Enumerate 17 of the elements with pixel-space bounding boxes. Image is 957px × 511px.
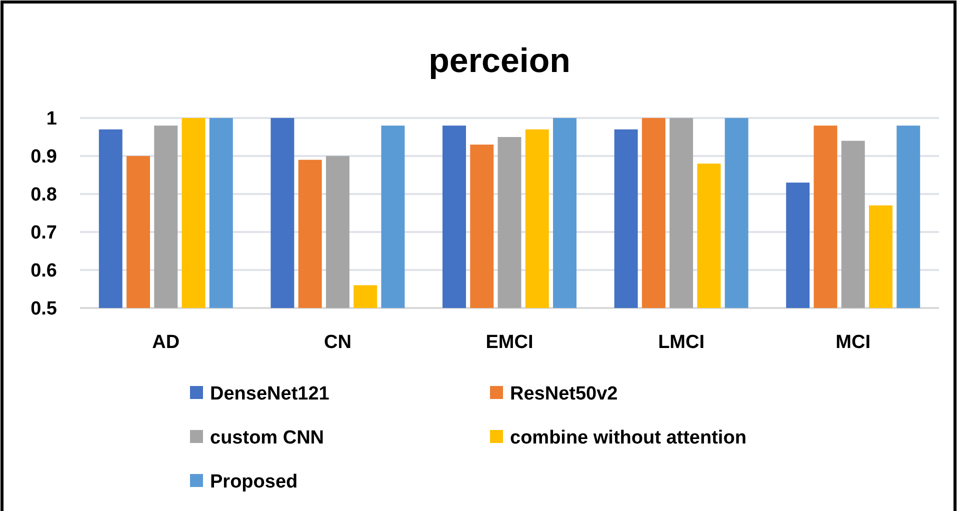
x-tick-label: EMCI [486,332,534,353]
y-tick-label: 0.7 [30,222,57,244]
legend-label: combine without attention [510,428,746,449]
y-tick-label: 0.9 [30,146,57,168]
y-tick-label: 1 [46,108,58,130]
legend-label: custom CNN [210,428,324,449]
legend-label: DenseNet121 [210,384,330,405]
legend-label: ResNet50v2 [510,384,618,405]
x-tick-label: CN [324,332,352,353]
y-tick-label: 0.8 [30,184,57,206]
x-tick-label: AD [152,332,180,353]
x-tick-label: LMCI [658,332,705,353]
chart-title: perceion [428,42,570,80]
y-tick-label: 0.6 [30,260,57,282]
legend-label: Proposed [210,472,298,493]
x-tick-label: MCI [836,332,871,353]
y-tick-label: 0.5 [30,298,58,320]
